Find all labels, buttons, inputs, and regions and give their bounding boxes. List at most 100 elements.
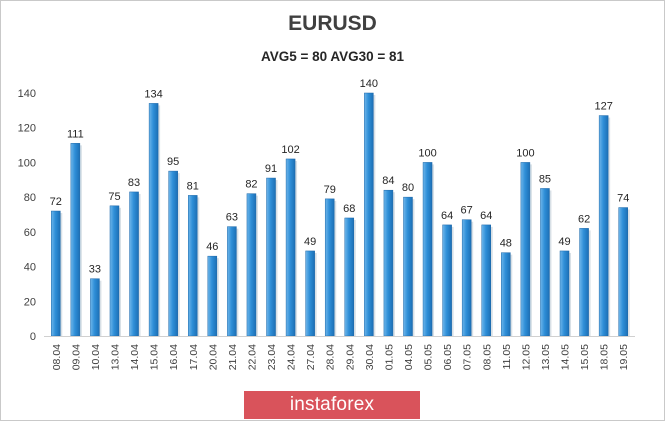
bar-series (51, 92, 630, 337)
x-tick-label: 19.05 (618, 344, 630, 370)
data-label: 91 (265, 163, 277, 175)
x-tick-label: 13.04 (109, 344, 121, 370)
data-label: 102 (281, 144, 299, 156)
bar (266, 177, 276, 337)
y-axis: 0 20 40 60 80 100 120 140 (18, 88, 36, 343)
data-label: 49 (558, 236, 570, 248)
data-label: 46 (206, 241, 218, 253)
y-tick-label: 120 (18, 123, 36, 135)
bar (579, 228, 589, 337)
data-label: 82 (245, 179, 257, 191)
bar (129, 191, 139, 337)
bar (148, 103, 159, 337)
y-tick-label: 80 (24, 192, 36, 204)
x-tick-label: 09.04 (70, 344, 82, 370)
bar (540, 188, 550, 337)
data-label: 81 (187, 180, 199, 192)
x-tick-label: 22.04 (246, 344, 258, 370)
instaforex-watermark: instaforex (244, 391, 420, 419)
bar (90, 278, 100, 337)
watermark-text: instaforex (289, 394, 375, 415)
data-label: 83 (128, 177, 140, 189)
x-tick-label: 12.05 (520, 344, 532, 370)
x-tick-label: 21.04 (227, 344, 239, 370)
bar (246, 193, 257, 337)
chart-title: EURUSD (288, 12, 377, 35)
x-tick-label: 04.05 (403, 344, 415, 370)
chart-subtitle: AVG5 = 80 AVG30 = 81 (260, 49, 405, 64)
bar (324, 198, 335, 337)
x-tick-label: 20.04 (207, 344, 219, 370)
bar (285, 158, 296, 337)
y-tick-label: 60 (24, 227, 36, 239)
data-label: 111 (67, 128, 84, 140)
bar (403, 196, 413, 337)
bar (501, 252, 511, 337)
data-label: 67 (461, 205, 473, 217)
bar (109, 205, 120, 337)
x-tick-label: 11.05 (501, 344, 513, 370)
data-label: 100 (418, 147, 436, 159)
data-label: 64 (441, 210, 453, 222)
x-tick-label: 14.04 (129, 344, 141, 370)
bar (344, 217, 355, 337)
y-tick-label: 100 (18, 157, 36, 169)
x-tick-label: 24.04 (286, 344, 298, 370)
y-tick-label: 20 (24, 296, 36, 308)
x-tick-label: 14.05 (560, 344, 572, 370)
bar (227, 226, 237, 337)
x-tick-label: 06.05 (442, 344, 454, 370)
data-labels: 72 111 33 75 83 134 95 81 46 63 82 91 102 49 79 68 140 84… (50, 78, 630, 276)
data-label: 134 (144, 88, 162, 100)
bar (305, 250, 315, 337)
x-tick-label: 15.04 (149, 344, 161, 370)
data-label: 95 (167, 156, 179, 168)
x-tick-label: 07.05 (462, 344, 474, 370)
bar (188, 195, 198, 337)
bar (461, 219, 472, 337)
x-tick-label: 23.04 (266, 344, 278, 370)
x-tick-label: 28.04 (325, 344, 337, 370)
data-label: 100 (516, 147, 534, 159)
bar (51, 210, 61, 337)
data-label: 80 (402, 182, 414, 194)
data-label: 64 (480, 210, 492, 222)
x-tick-label: 16.04 (168, 344, 180, 370)
data-label: 85 (539, 173, 551, 185)
data-label: 84 (382, 175, 394, 187)
x-tick-label: 05.05 (423, 344, 435, 370)
bar (520, 162, 531, 337)
x-tick-label: 27.04 (305, 344, 317, 370)
y-tick-label: 0 (30, 331, 36, 343)
data-label: 74 (617, 193, 629, 205)
bar (207, 255, 218, 337)
data-label: 140 (360, 78, 378, 90)
data-label: 75 (108, 191, 120, 203)
data-label: 79 (324, 184, 336, 196)
bar (481, 224, 491, 337)
data-label: 72 (50, 196, 62, 208)
bar (168, 170, 178, 337)
y-tick-label: 140 (18, 88, 36, 100)
bar (422, 162, 433, 337)
x-tick-label: 13.05 (540, 344, 552, 370)
x-tick-label: 18.05 (599, 344, 611, 370)
data-label: 127 (594, 101, 612, 113)
data-label: 48 (500, 238, 512, 250)
bar (598, 115, 609, 337)
data-label: 68 (343, 203, 355, 215)
x-tick-label: 08.04 (51, 344, 63, 370)
data-label: 63 (226, 212, 238, 224)
x-tick-label: 29.04 (344, 344, 356, 370)
data-label: 49 (304, 236, 316, 248)
bar (70, 143, 81, 337)
bar (559, 250, 570, 337)
x-tick-label: 15.05 (579, 344, 591, 370)
bar (442, 224, 452, 337)
data-label: 62 (578, 213, 590, 225)
x-tick-label: 08.05 (481, 344, 493, 370)
x-tick-label: 10.04 (90, 344, 102, 370)
x-tick-label: 30.04 (364, 344, 376, 370)
data-label: 33 (89, 264, 101, 276)
